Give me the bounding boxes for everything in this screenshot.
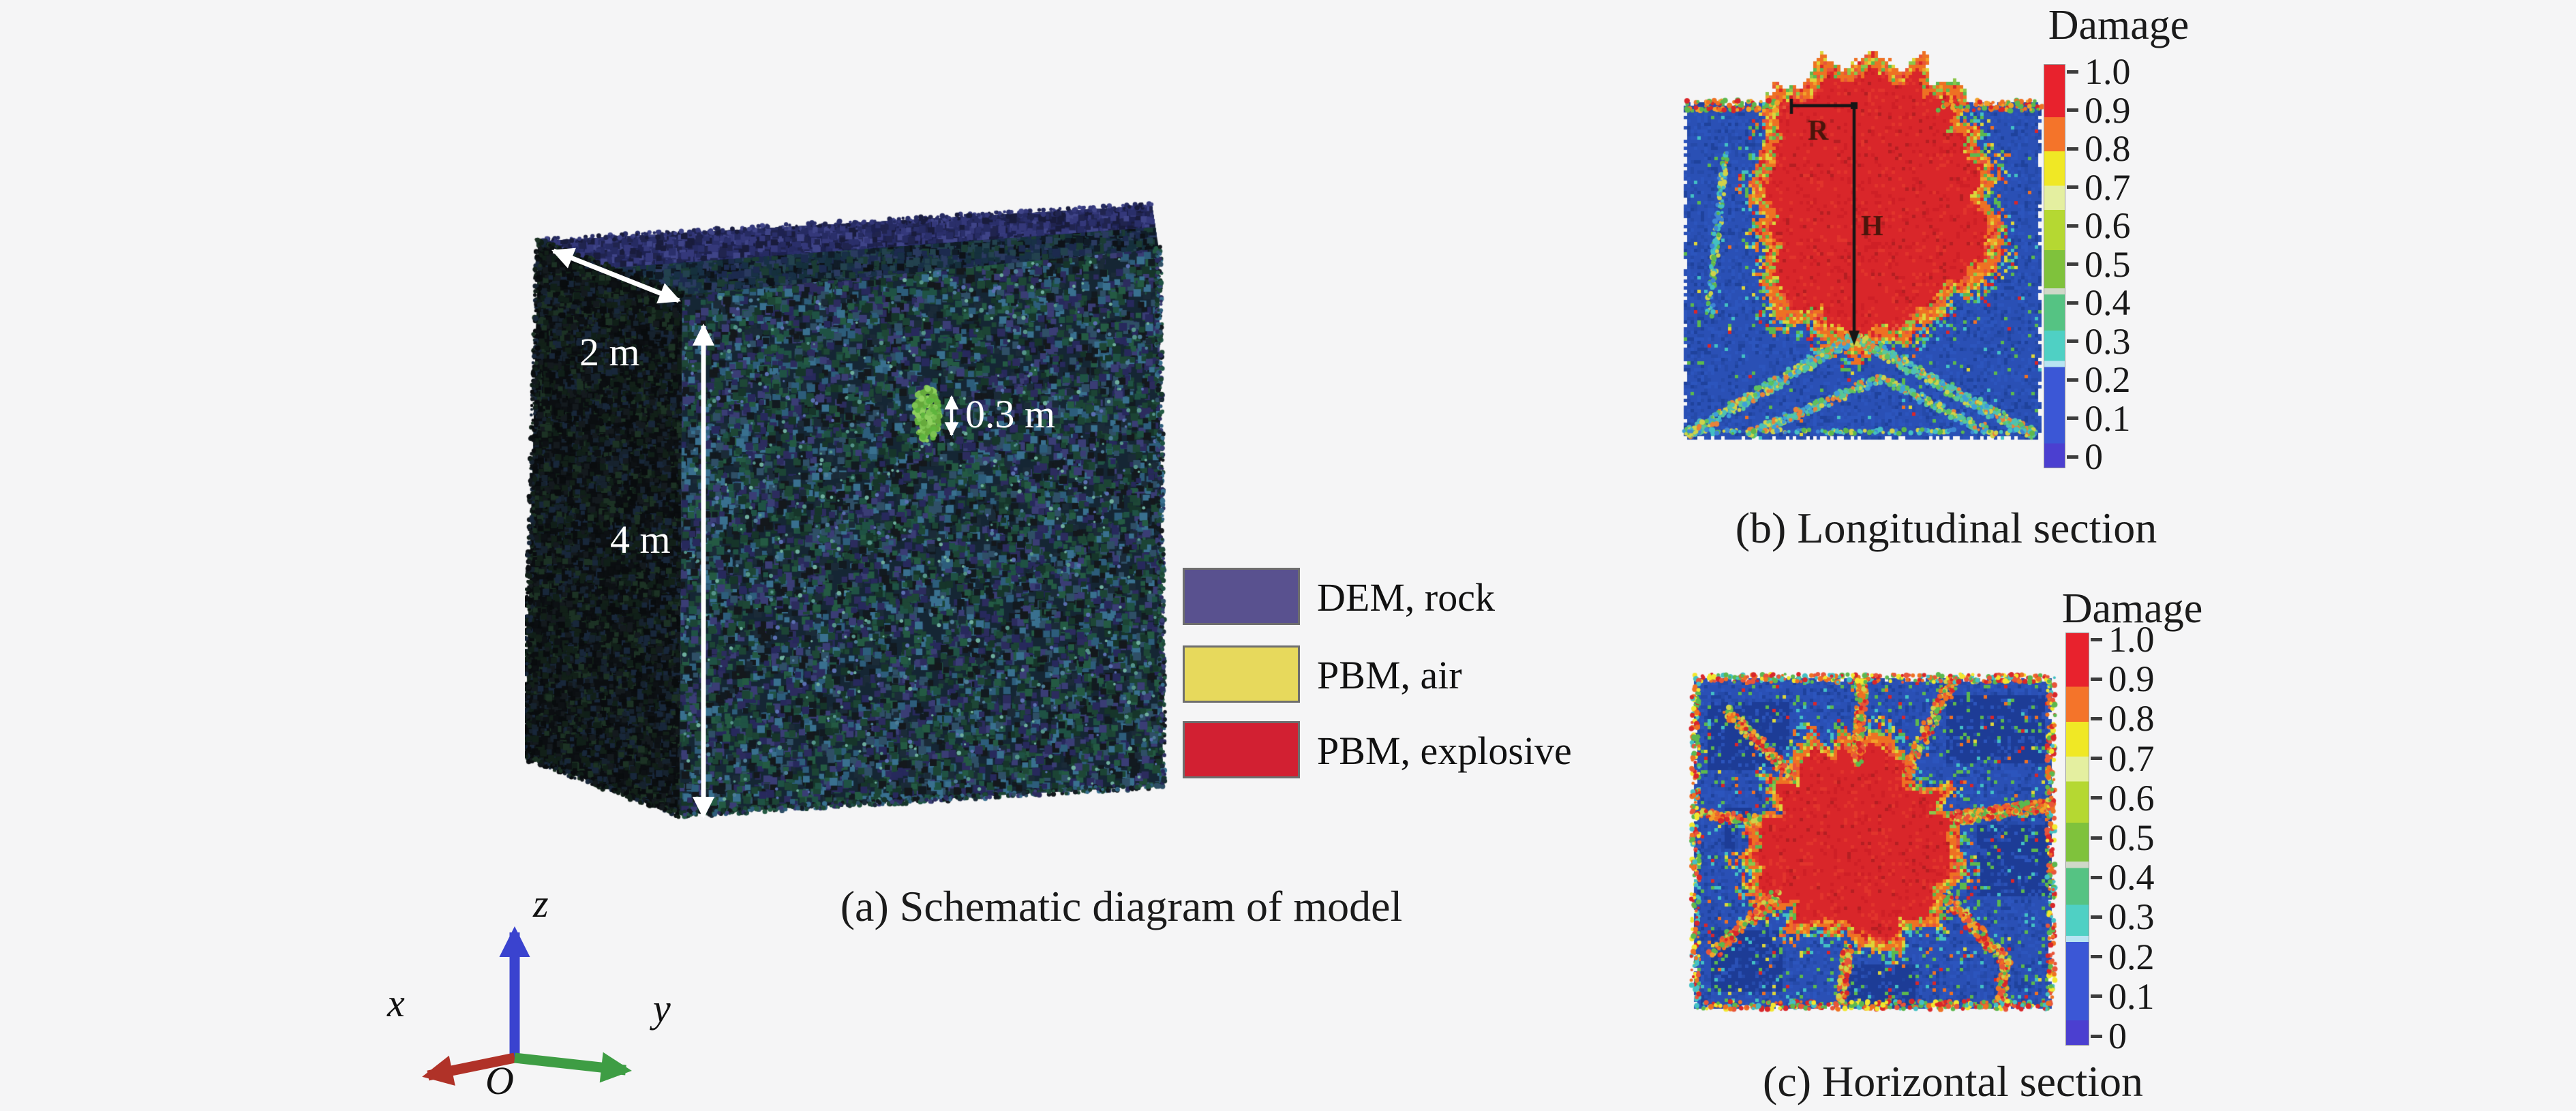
colorbar-tick-label: 0.8 <box>2108 698 2155 740</box>
y-axis-label: y <box>653 986 671 1031</box>
colorbar-b-gradient <box>2044 64 2065 468</box>
colorbar-tick-mark <box>2091 955 2102 959</box>
colorbar-tick-label: 0.5 <box>2108 817 2155 858</box>
colorbar-tick-mark <box>2091 716 2102 720</box>
colorbar-tick-label: 0.1 <box>2108 975 2155 1017</box>
colorbar-tick-mark <box>2067 301 2078 305</box>
origin-label: O <box>485 1059 514 1103</box>
colorbar-tick: 0.9 <box>2091 660 2155 698</box>
colorbar-tick-label: 0 <box>2108 1016 2127 1056</box>
colorbar-tick: 0.3 <box>2091 898 2155 936</box>
colorbar-tick: 0.2 <box>2067 361 2131 399</box>
colorbar-title-c: Damage <box>2061 585 2203 632</box>
colorbar-tick-mark <box>2091 994 2102 999</box>
colorbar-tick-mark <box>2067 262 2078 266</box>
colorbar-tick-label: 0.1 <box>2085 397 2131 439</box>
colorbar-tick-mark <box>2067 416 2078 420</box>
colorbar-tick-mark <box>2067 224 2078 228</box>
colorbar-tick-mark <box>2091 836 2102 840</box>
colorbar-tick: 0.1 <box>2091 977 2155 1016</box>
colorbar-tick-label: 0.8 <box>2085 128 2131 169</box>
colorbar-tick-label: 0.6 <box>2108 777 2155 819</box>
colorbar-tick-label: 0.6 <box>2085 205 2131 246</box>
colorbar-tick: 1.0 <box>2091 620 2155 658</box>
colorbar-tick: 0.4 <box>2067 284 2131 322</box>
legend-swatch-explosive <box>1183 721 1300 778</box>
charge-dimension-label: 0.3 m <box>965 392 1056 436</box>
colorbar-tick: 0.2 <box>2091 938 2155 976</box>
colorbar-tick-label: 0.4 <box>2108 857 2155 898</box>
caption-panel-a: (a) Schematic diagram of model <box>840 882 1403 930</box>
colorbar-tick-mark <box>2067 378 2078 382</box>
colorbar-tick-label: 0.5 <box>2085 243 2131 285</box>
legend-label-rock: DEM, rock <box>1317 575 1495 620</box>
colorbar-tick: 0.9 <box>2067 91 2131 130</box>
colorbar-tick: 0.3 <box>2067 322 2131 361</box>
colorbar-tick-mark <box>2091 677 2102 681</box>
colorbar-tick-label: 0.3 <box>2085 320 2131 362</box>
colorbar-title-b: Damage <box>2048 2 2189 48</box>
colorbar-tick-label: 0.7 <box>2108 737 2155 779</box>
depth-dimension-label: 2 m <box>579 330 640 374</box>
longitudinal-section-render <box>1677 37 2048 446</box>
colorbar-tick: 0.4 <box>2091 858 2155 896</box>
colorbar-tick: 0.8 <box>2067 130 2131 168</box>
colorbar-tick-label: 0.4 <box>2085 282 2131 323</box>
colorbar-tick-mark <box>2091 1034 2102 1038</box>
colorbar-tick-label: 0 <box>2085 436 2103 477</box>
colorbar-tick-mark <box>2067 185 2078 189</box>
legend-label-explosive: PBM, explosive <box>1317 729 1572 773</box>
colorbar-tick: 0.7 <box>2067 168 2131 207</box>
colorbar-tick-mark <box>2067 339 2078 343</box>
colorbar-tick: 0.1 <box>2067 399 2131 438</box>
colorbar-tick-mark <box>2091 915 2102 919</box>
colorbar-tick: 0.7 <box>2091 740 2155 778</box>
colorbar-tick-mark <box>2067 147 2078 151</box>
colorbar-tick-mark <box>2091 637 2102 641</box>
z-axis-label: z <box>533 881 549 926</box>
colorbar-tick-label: 0.3 <box>2108 896 2155 938</box>
colorbar-tick-mark <box>2091 757 2102 761</box>
colorbar-tick: 1.0 <box>2067 52 2131 91</box>
colorbar-tick-label: 1.0 <box>2085 51 2131 92</box>
legend-label-air: PBM, air <box>1317 653 1462 697</box>
colorbar-tick: 0.6 <box>2091 779 2155 817</box>
colorbar-tick-label: 0.7 <box>2085 166 2131 208</box>
colorbar-tick: 0 <box>2067 438 2103 476</box>
colorbar-tick-label: 0.2 <box>2108 936 2155 977</box>
colorbar-tick-label: 0.9 <box>2085 89 2131 131</box>
colorbar-c-gradient <box>2065 633 2089 1046</box>
legend-swatch-air <box>1183 645 1300 703</box>
colorbar-tick: 0.8 <box>2091 699 2155 737</box>
height-dimension-label: 4 m <box>610 517 671 562</box>
colorbar-tick: 0.5 <box>2091 819 2155 857</box>
colorbar-tick: 0.5 <box>2067 245 2131 284</box>
x-axis-label: x <box>387 981 405 1025</box>
colorbar-tick-mark <box>2091 875 2102 879</box>
colorbar-tick-label: 1.0 <box>2108 619 2155 660</box>
colorbar-tick: 0 <box>2091 1017 2127 1055</box>
colorbar-tick-mark <box>2067 70 2078 74</box>
colorbar-tick-mark <box>2067 108 2078 112</box>
legend-swatch-rock <box>1183 568 1300 625</box>
y-axis-arrow <box>514 1052 632 1083</box>
colorbar-tick-mark <box>2091 796 2102 800</box>
colorbar-tick-label: 0.2 <box>2085 359 2131 400</box>
colorbar-tick-label: 0.9 <box>2108 658 2155 700</box>
caption-panel-c: (c) Horizontal section <box>1763 1057 2143 1106</box>
colorbar-tick: 0.6 <box>2067 207 2131 245</box>
horizontal-section-render <box>1687 671 2059 1016</box>
caption-panel-b: (b) Longitudinal section <box>1735 504 2157 552</box>
colorbar-tick-mark <box>2067 455 2078 459</box>
